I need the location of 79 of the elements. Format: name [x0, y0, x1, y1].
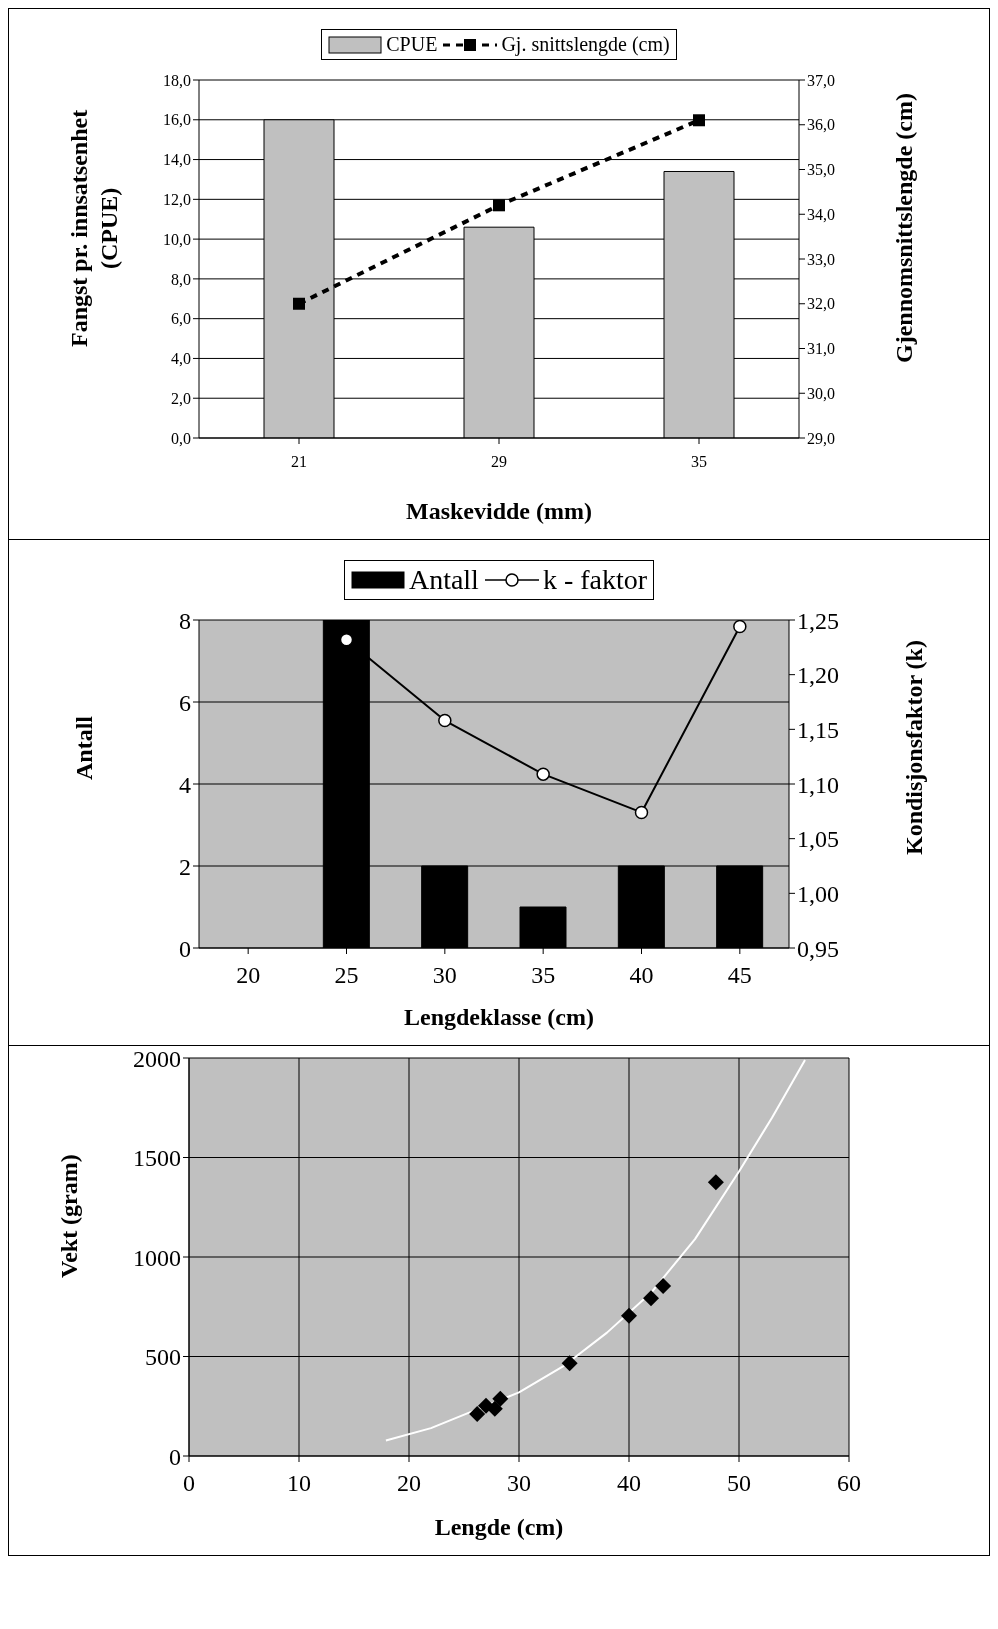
y2-tick-label: 29,0: [807, 429, 835, 447]
y-tick-label: 6: [179, 689, 191, 716]
y2-tick-label: 34,0: [807, 205, 835, 223]
y2-axis-title: Kondisjonsfaktor (k): [900, 639, 928, 858]
x-tick-label: 10: [287, 1470, 311, 1497]
y-tick-label: 0,0: [171, 429, 191, 447]
y2-tick-label: 36,0: [807, 116, 835, 134]
y2-tick-label: 1,05: [797, 826, 839, 853]
x-axis-title: Maskevidde (mm): [405, 498, 593, 525]
point: [634, 805, 649, 820]
y2-tick-label: 37,0: [807, 71, 835, 89]
y-tick-label: 2: [179, 853, 191, 880]
y-tick-label: 4: [179, 771, 191, 798]
x-tick-label: 35: [531, 962, 556, 989]
legend-label: CPUE: [386, 33, 438, 56]
y-tick-label: 12,0: [163, 191, 191, 209]
legend-label: k - faktor: [542, 564, 648, 596]
x-tick-label: 20: [397, 1470, 421, 1497]
y2-tick-label: 35,0: [807, 161, 835, 179]
y-axis-title: Vekt (gram): [55, 1153, 83, 1280]
y-tick-label: 16,0: [163, 111, 191, 129]
point: [643, 1290, 659, 1307]
x-tick-label: 30: [432, 962, 457, 989]
point: [492, 1390, 509, 1407]
point: [693, 114, 705, 127]
x-axis-title: Lengde (cm): [433, 1514, 565, 1541]
line-series: [384, 1058, 806, 1442]
x-tick-label: 45: [727, 962, 752, 989]
x-tick-label: 21: [291, 453, 307, 471]
y-tick-label: 6,0: [171, 310, 191, 328]
y-tick-label: 0: [179, 935, 191, 962]
y-tick-label: 8,0: [171, 270, 191, 288]
y2-axis-title: Gjennomsnittslengde (cm): [890, 92, 918, 365]
y2-tick-label: 32,0: [807, 295, 835, 313]
x-tick-label: 40: [617, 1470, 641, 1497]
y-tick-label: 8: [179, 607, 191, 634]
y2-tick-label: 1,25: [797, 607, 839, 634]
x-tick-label: 50: [727, 1470, 751, 1497]
y2-tick-label: 1,20: [797, 662, 839, 689]
y-tick-label: 10,0: [163, 230, 191, 248]
y2-tick-label: 1,15: [797, 716, 839, 743]
y-tick-label: 4,0: [171, 350, 191, 368]
y-tick-label: 2,0: [171, 389, 191, 407]
x-tick-label: 60: [837, 1470, 861, 1497]
y2-tick-label: 30,0: [807, 384, 835, 402]
y-tick-label: 500: [145, 1344, 181, 1371]
point: [438, 713, 452, 728]
y-tick-label: 0: [169, 1443, 181, 1470]
y-tick-label: 18,0: [163, 71, 191, 89]
x-axis-title: Lengdeklasse (cm): [403, 1004, 595, 1031]
y2-tick-label: 33,0: [807, 250, 835, 268]
y-axis-title: Fangst pr. innsatsenhet (CPUE): [65, 108, 123, 349]
x-tick-label: 20: [236, 962, 261, 989]
point: [293, 297, 305, 310]
legend-label: Gj. snittslengde (cm): [501, 33, 670, 56]
point: [561, 1355, 578, 1372]
y-tick-label: 1000: [133, 1244, 181, 1271]
point: [733, 620, 747, 634]
y-axis-title: Antall: [70, 715, 98, 782]
x-tick-label: 35: [691, 453, 707, 471]
legend-label: Antall: [408, 564, 479, 596]
x-tick-label: 25: [334, 962, 359, 989]
point: [469, 1406, 486, 1423]
x-tick-label: 30: [507, 1470, 531, 1497]
point: [621, 1307, 637, 1324]
y-tick-label: 2000: [133, 1045, 181, 1072]
y-tick-label: 14,0: [163, 151, 191, 169]
y-tick-label: 1500: [133, 1145, 181, 1172]
y2-tick-label: 0,95: [797, 935, 839, 962]
point: [339, 632, 354, 647]
point: [536, 767, 550, 781]
y2-tick-label: 1,00: [797, 880, 839, 907]
point: [707, 1174, 724, 1191]
point: [655, 1278, 672, 1295]
point: [493, 199, 505, 212]
x-tick-label: 29: [491, 453, 507, 471]
y2-tick-label: 1,10: [797, 771, 839, 798]
x-tick-label: 40: [629, 962, 654, 989]
y2-tick-label: 31,0: [807, 340, 835, 358]
